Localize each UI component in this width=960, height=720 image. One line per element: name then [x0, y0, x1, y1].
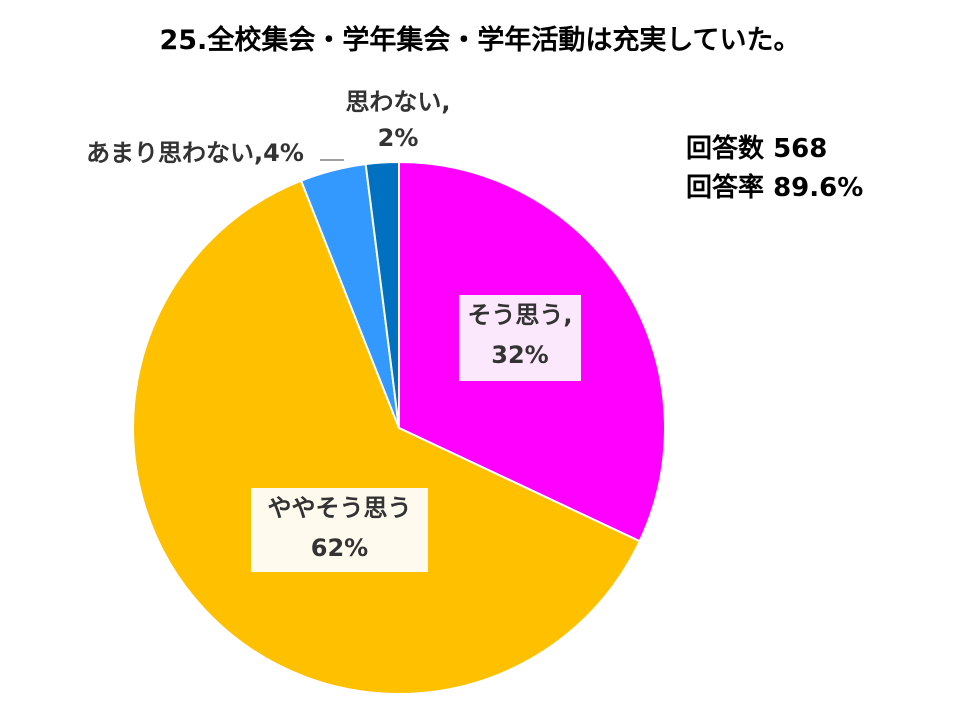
- slice-label-somewhat-name: ややそう思う: [267, 494, 412, 522]
- slice-label-notmuch: あまり思わない,4%: [86, 139, 304, 167]
- chart-title: 25.全校集会・学年集会・学年活動は充実していた。: [159, 25, 801, 56]
- response-count: 回答数 568: [686, 128, 827, 165]
- slice-label-disagree: 思わない, 2%: [318, 84, 478, 156]
- response-rate: 回答率 89.6%: [686, 167, 863, 204]
- slice-label-disagree-name: 思わない,: [345, 88, 451, 116]
- response-rate-value: 89.6%: [773, 173, 864, 203]
- slice-label-somewhat-pct: 62%: [310, 534, 369, 562]
- response-count-label: 回答数: [686, 134, 765, 164]
- slice-label-agree: そう思う, 32%: [459, 295, 581, 381]
- pie-slices: [132, 160, 666, 695]
- slice-label-somewhat: ややそう思う 62%: [251, 488, 428, 572]
- slice-label-agree-name: そう思う,: [467, 301, 573, 329]
- slice-label-agree-pct: 32%: [491, 341, 549, 369]
- response-count-value: 568: [773, 134, 828, 164]
- response-rate-label: 回答率: [686, 173, 765, 203]
- pie-slice-disagree: [364, 160, 400, 429]
- slice-label-disagree-pct: 2%: [377, 124, 419, 152]
